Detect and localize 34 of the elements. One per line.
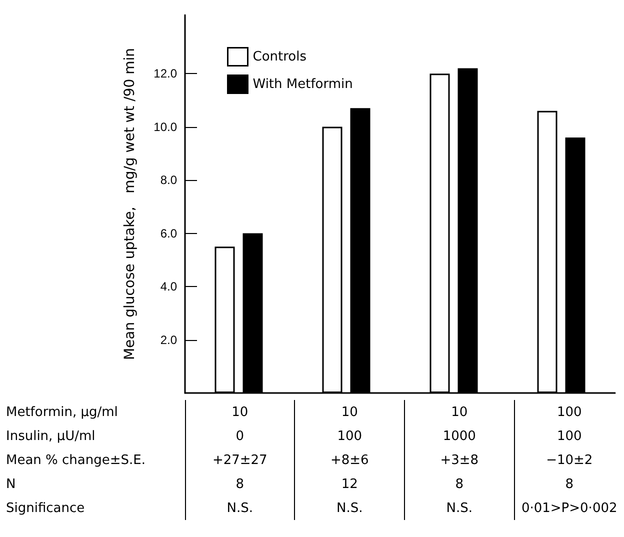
text: +27±27 — [185, 448, 295, 472]
text: 100 — [294, 424, 404, 448]
text: 0 — [185, 424, 295, 448]
y-tick-label: 4.0 — [160, 280, 178, 294]
text: 100 — [514, 424, 624, 448]
text: 100 — [514, 400, 624, 424]
text: Insulin, μU/ml — [5, 428, 96, 446]
y-axis-title: Mean glucose uptake, mg/g wet wt /90 min — [122, 48, 138, 360]
text: N.S. — [185, 496, 295, 520]
legend-label: With Metformin — [252, 76, 353, 92]
text: Significance — [5, 500, 86, 518]
text: 1000 — [404, 424, 514, 448]
legend-label: Controls — [252, 49, 307, 64]
text: N.S. — [404, 496, 514, 520]
text: 0·01>P>0·002 — [514, 496, 624, 520]
text: 8 — [514, 472, 624, 496]
text: 8 — [404, 472, 514, 496]
y-tick-label: 12.0 — [154, 66, 178, 81]
text: 12 — [294, 472, 404, 496]
text: Mean % change±S.E. — [5, 452, 147, 470]
y-tick-label: 2.0 — [160, 332, 178, 347]
text: N.S. — [294, 496, 404, 520]
text: −10±2 — [514, 448, 624, 472]
text: +3±8 — [404, 448, 514, 472]
y-tick-label: 6.0 — [160, 226, 178, 240]
text: 8 — [185, 472, 295, 496]
text: 10 — [185, 400, 295, 424]
y-tick-label: 8.0 — [160, 173, 178, 188]
text: Metformin, μg/ml — [5, 404, 119, 422]
y-tick-label: 10.0 — [154, 120, 178, 134]
text: +8±6 — [294, 448, 404, 472]
text: 10 — [294, 400, 404, 424]
text: N — [5, 476, 17, 494]
text: 10 — [404, 400, 514, 424]
